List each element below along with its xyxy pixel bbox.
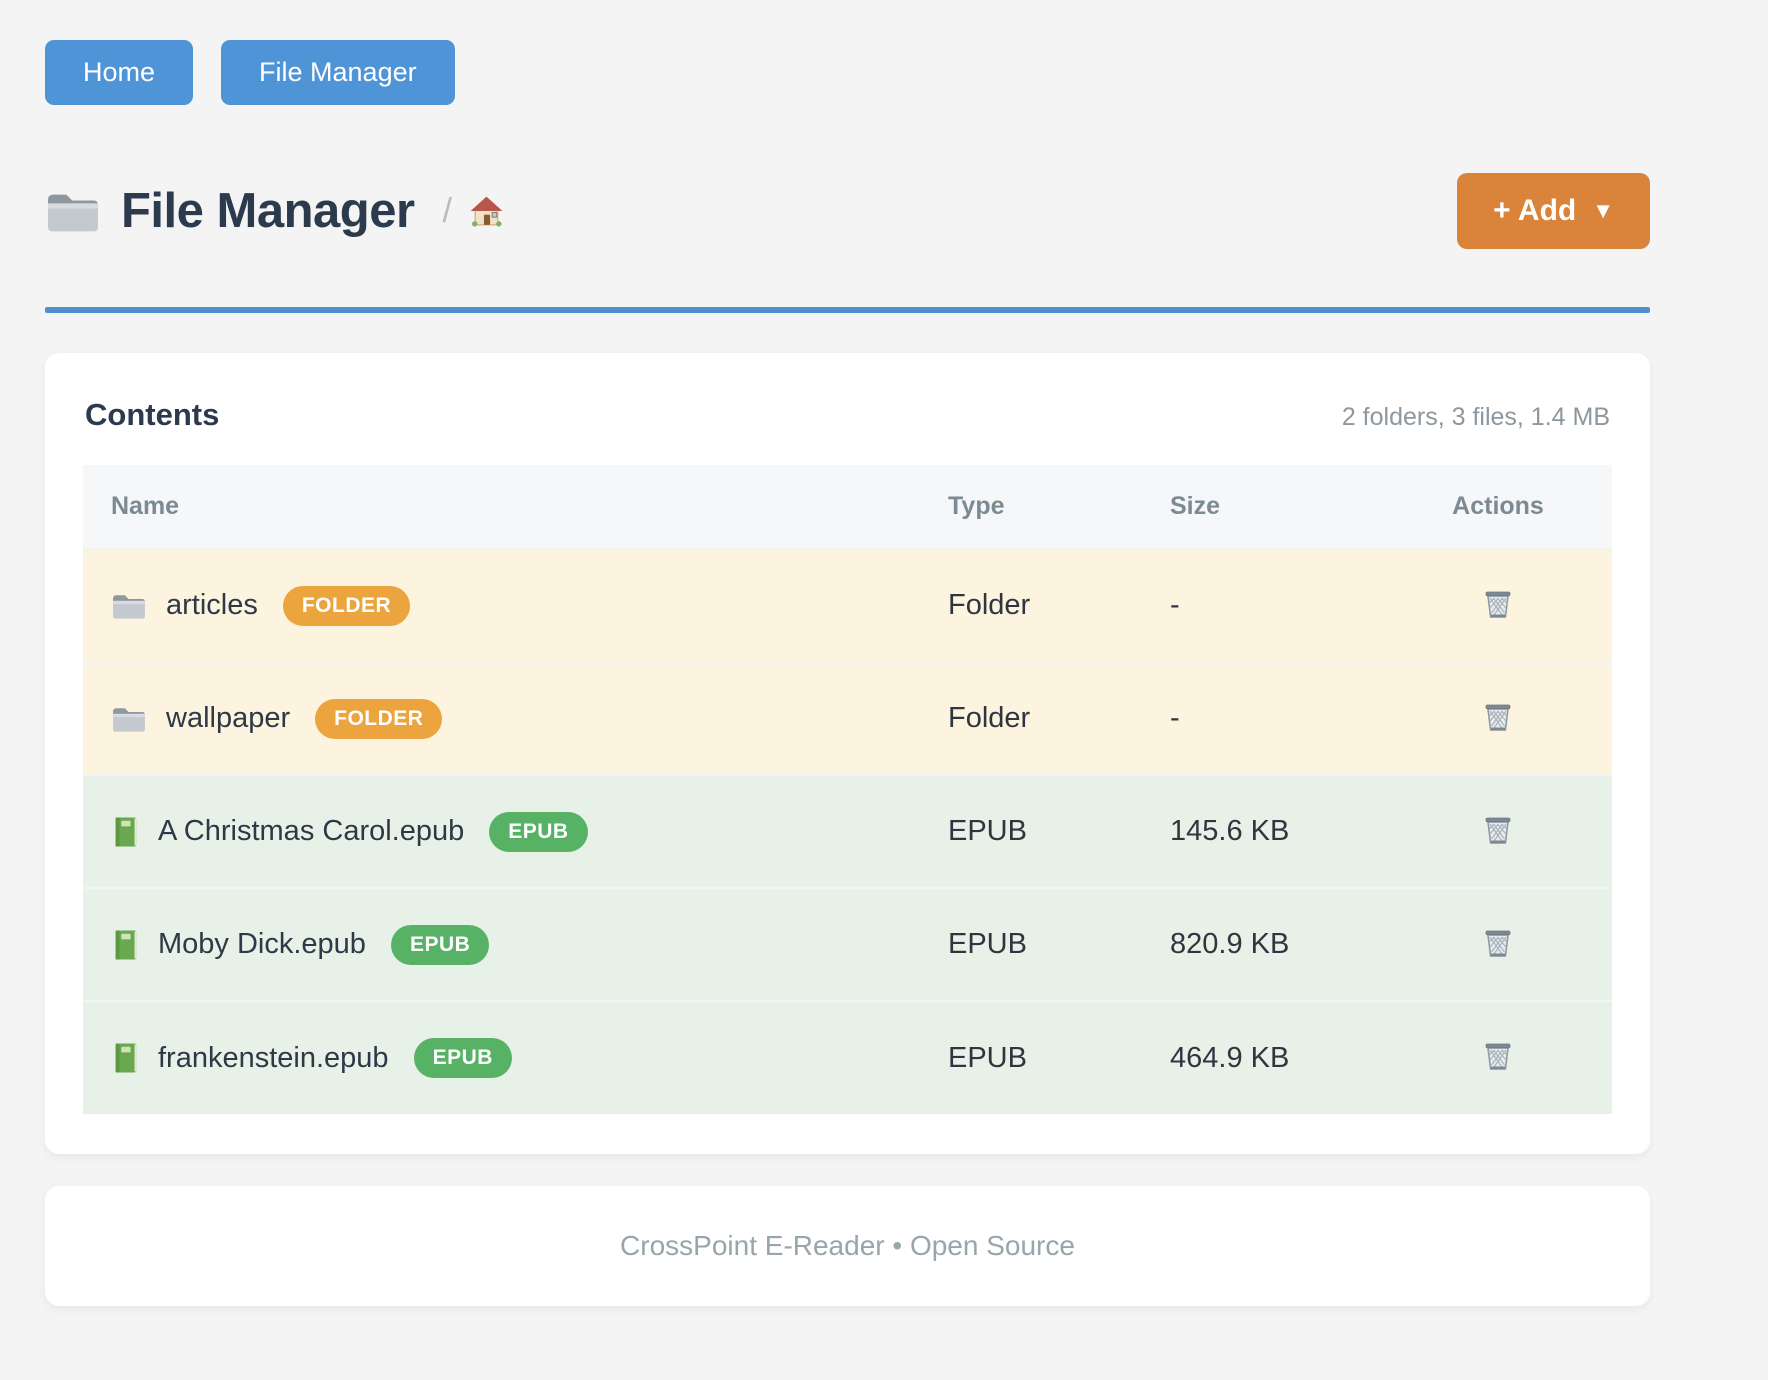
table-row: articles FOLDER Folder - xyxy=(83,548,1612,662)
page: Home File Manager File Manager / xyxy=(45,40,1650,1306)
chevron-down-icon: ▼ xyxy=(1592,198,1614,223)
name-cell: Moby Dick.epub EPUB xyxy=(83,887,924,1001)
book-icon xyxy=(111,816,139,848)
file-size: 820.9 KB xyxy=(1146,887,1384,1001)
file-type: EPUB xyxy=(924,774,1146,888)
delete-button[interactable] xyxy=(1478,809,1518,854)
column-header-actions: Actions xyxy=(1384,465,1612,549)
file-table-body: articles FOLDER Folder - xyxy=(83,548,1612,1114)
folder-icon xyxy=(45,188,101,235)
actions-cell xyxy=(1384,887,1612,1001)
file-name-link[interactable]: wallpaper xyxy=(166,702,291,734)
actions-cell xyxy=(1384,661,1612,775)
folder-icon xyxy=(111,591,147,621)
table-row: A Christmas Carol.epub EPUB EPUB 145.6 K… xyxy=(83,774,1612,888)
actions-cell xyxy=(1384,1000,1612,1114)
actions-cell xyxy=(1384,548,1612,662)
file-type: Folder xyxy=(924,548,1146,662)
breadcrumb-separator: / xyxy=(442,191,452,230)
column-header-type: Type xyxy=(924,465,1146,549)
file-type: Folder xyxy=(924,661,1146,775)
table-row: frankenstein.epub EPUB EPUB 464.9 KB xyxy=(83,1000,1612,1114)
trash-icon xyxy=(1482,1039,1514,1073)
file-name-link[interactable]: frankenstein.epub xyxy=(158,1041,389,1074)
contents-summary: 2 folders, 3 files, 1.4 MB xyxy=(1341,403,1610,431)
top-nav: Home File Manager xyxy=(45,40,1650,105)
page-title: File Manager xyxy=(121,184,415,238)
file-size: 145.6 KB xyxy=(1146,774,1384,888)
type-badge: EPUB xyxy=(489,811,588,852)
add-button[interactable]: + Add ▼ xyxy=(1457,173,1650,249)
type-badge: EPUB xyxy=(413,1038,512,1078)
type-badge: EPUB xyxy=(390,924,490,965)
name-cell: A Christmas Carol.epub EPUB xyxy=(83,774,924,888)
title-underline xyxy=(45,307,1650,313)
contents-card: Contents 2 folders, 3 files, 1.4 MB Name… xyxy=(45,353,1650,1154)
delete-button[interactable] xyxy=(1478,696,1518,741)
file-name-link[interactable]: A Christmas Carol.epub xyxy=(158,815,465,847)
trash-icon xyxy=(1482,587,1514,621)
trash-icon xyxy=(1482,700,1514,734)
nav-file-manager-button[interactable]: File Manager xyxy=(221,40,455,105)
title-group: File Manager / xyxy=(45,183,505,239)
name-cell: articles FOLDER xyxy=(83,548,924,662)
delete-button[interactable] xyxy=(1478,922,1518,967)
file-type: EPUB xyxy=(924,1000,1146,1114)
file-table: Name Type Size Actions xyxy=(83,465,1612,1114)
type-badge: FOLDER xyxy=(282,585,411,626)
file-name-link[interactable]: Moby Dick.epub xyxy=(158,928,366,960)
name-cell: wallpaper FOLDER xyxy=(83,661,924,775)
column-header-name: Name xyxy=(83,465,924,549)
actions-cell xyxy=(1384,774,1612,888)
page-header: File Manager / + Add ▼ xyxy=(45,173,1650,249)
file-name-link[interactable]: articles xyxy=(166,589,258,621)
trash-icon xyxy=(1482,813,1514,847)
footer-text: CrossPoint E-Reader • Open Source xyxy=(620,1230,1075,1261)
add-button-label: + Add xyxy=(1493,194,1577,227)
file-size: - xyxy=(1146,548,1384,662)
trash-icon xyxy=(1482,926,1514,960)
file-size: 464.9 KB xyxy=(1146,1000,1384,1114)
column-header-size: Size xyxy=(1146,465,1384,549)
file-type: EPUB xyxy=(924,887,1146,1001)
book-icon xyxy=(111,1042,139,1074)
table-row: Moby Dick.epub EPUB EPUB 820.9 KB xyxy=(83,887,1612,1001)
delete-button[interactable] xyxy=(1478,1035,1518,1080)
contents-card-header: Contents 2 folders, 3 files, 1.4 MB xyxy=(83,391,1612,433)
nav-home-button[interactable]: Home xyxy=(45,40,194,105)
house-icon[interactable] xyxy=(468,194,505,229)
folder-icon xyxy=(111,704,147,734)
name-cell: frankenstein.epub EPUB xyxy=(83,1000,924,1114)
table-row: wallpaper FOLDER Folder - xyxy=(83,661,1612,775)
file-size: - xyxy=(1146,661,1384,775)
delete-button[interactable] xyxy=(1478,583,1518,628)
type-badge: FOLDER xyxy=(315,698,443,739)
footer: CrossPoint E-Reader • Open Source xyxy=(45,1186,1650,1306)
table-header-row: Name Type Size Actions xyxy=(83,465,1612,549)
contents-heading: Contents xyxy=(85,397,220,432)
book-icon xyxy=(111,929,139,961)
